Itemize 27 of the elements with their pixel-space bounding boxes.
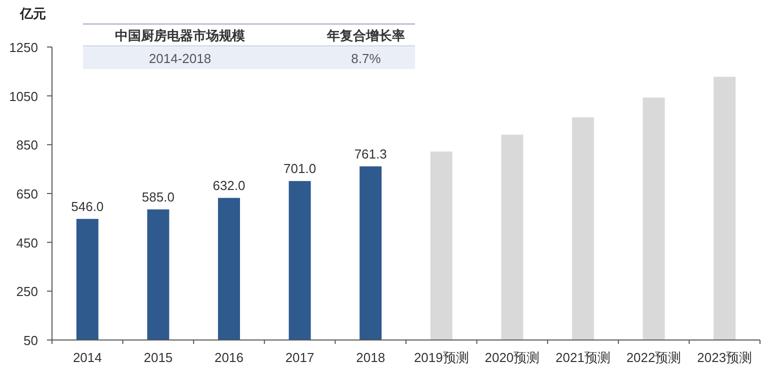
x-tick-label: 2019预测 xyxy=(414,350,469,365)
x-tick-label: 2023预测 xyxy=(697,350,752,365)
annotation: 2014-2018 xyxy=(148,51,212,66)
y-tick-label: 1050 xyxy=(9,88,38,104)
data-label: 546.0 xyxy=(71,198,104,214)
y-tick-label: 450 xyxy=(16,235,38,250)
x-tick-label: 2021预测 xyxy=(556,350,610,365)
x-tick-label: 2014 xyxy=(72,350,102,365)
x-tick-label: 2017 xyxy=(285,350,314,365)
y-tick-label: 250 xyxy=(16,284,38,300)
data-label: 632.0 xyxy=(212,178,246,193)
data-label: 761.3 xyxy=(354,146,387,162)
y-tick-label: 650 xyxy=(16,186,38,202)
y-axis-title: 亿元 xyxy=(19,6,46,21)
text: 年复合增长率 xyxy=(326,28,405,43)
x-tick-label: 2020预测 xyxy=(484,350,540,365)
x-tick-label: 2016 xyxy=(214,350,244,365)
x-tick-label: 2022预测 xyxy=(626,350,682,365)
x-tick-label: 2018 xyxy=(356,350,386,365)
y-tick-label: 50 xyxy=(24,333,38,348)
text: 中国厨房电器市场规模 xyxy=(115,28,245,43)
x-tick-label: 2015 xyxy=(144,350,173,365)
y-tick-label: 850 xyxy=(16,138,38,153)
y-tick-label: 1250 xyxy=(9,40,38,55)
data-label: 701.0 xyxy=(284,161,316,176)
data-label: 585.0 xyxy=(142,189,174,204)
annotation: 8.7% xyxy=(351,51,382,66)
